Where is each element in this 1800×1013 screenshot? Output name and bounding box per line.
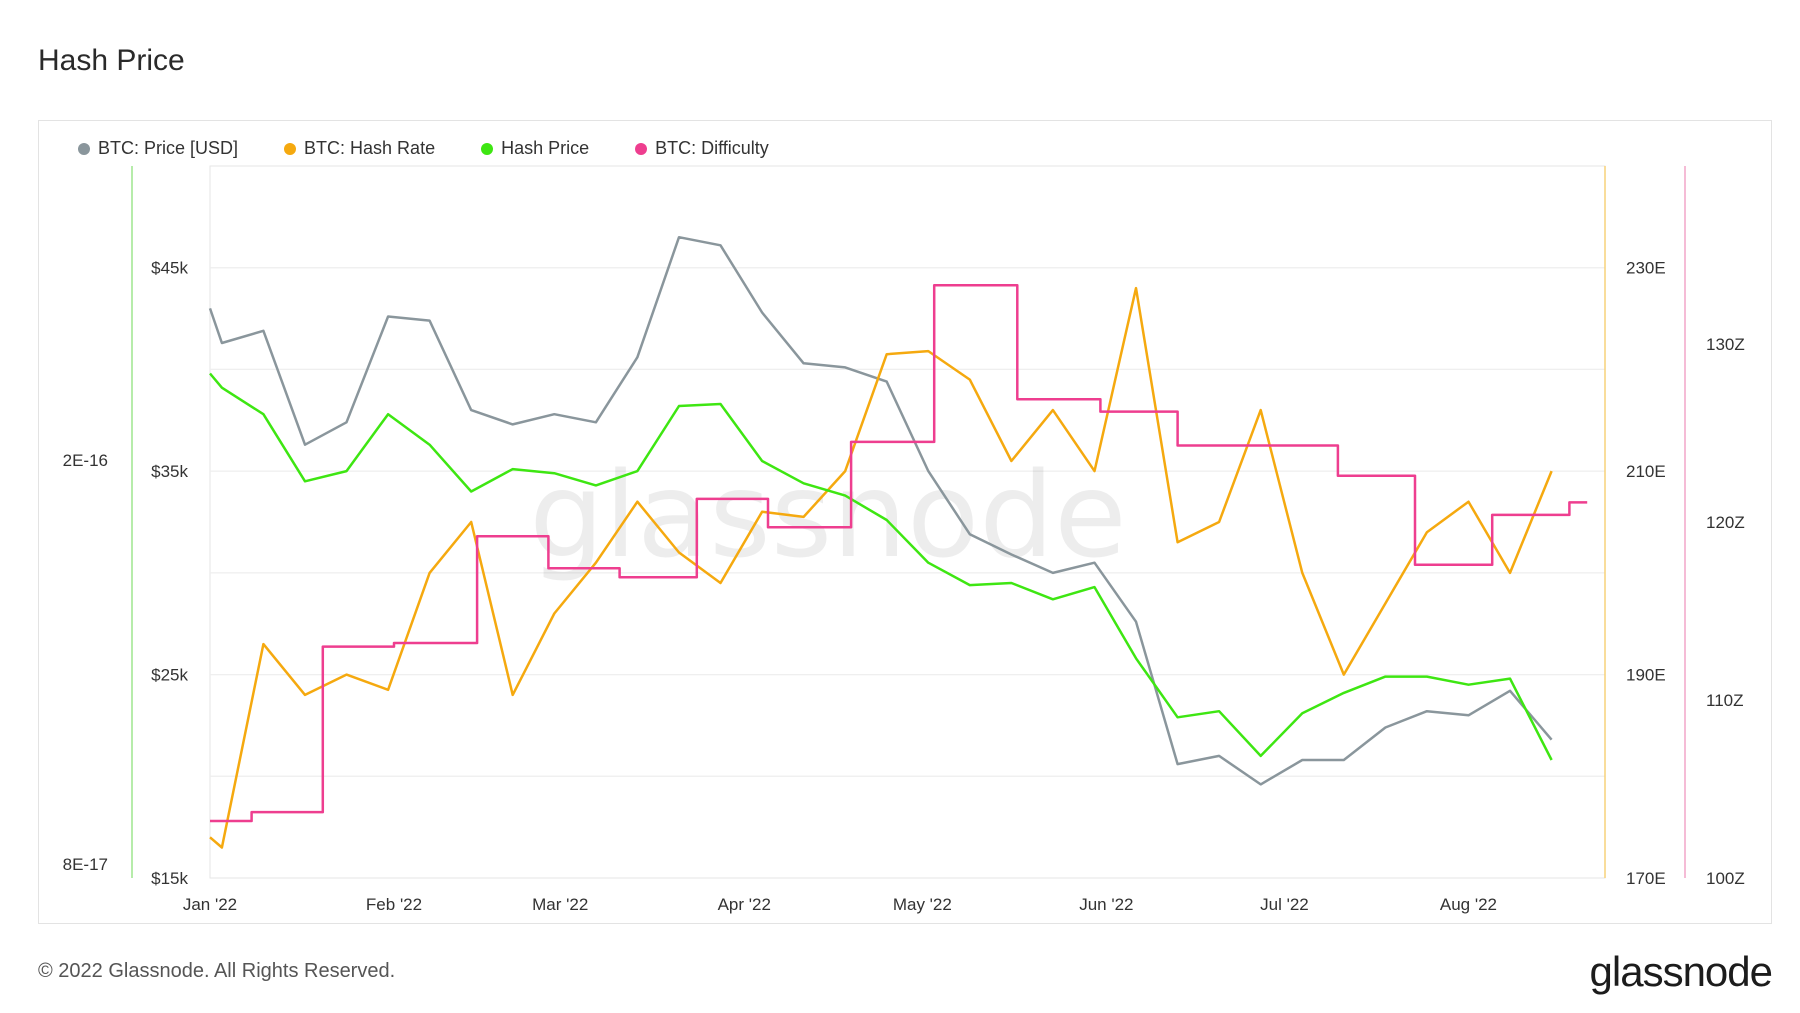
- difficulty-tick-label: 120Z: [1706, 513, 1745, 532]
- legend-label: BTC: Price [USD]: [98, 138, 239, 158]
- legend-dot-hash-rate: [284, 142, 297, 155]
- grid-lines: [209, 165, 1606, 879]
- legend-item-difficulty[interactable]: BTC: Difficulty: [635, 138, 769, 159]
- hash-rate-tick-label: 210E: [1626, 462, 1666, 481]
- legend: BTC: Price [USD] BTC: Hash Rate Hash Pri…: [78, 138, 815, 159]
- price-tick-label: $45k: [151, 259, 188, 278]
- legend-item-hash-rate[interactable]: BTC: Hash Rate: [284, 138, 435, 159]
- tick-labels: Jan '22 Feb '22 Mar '22 Apr '22 May '22 Jun '…: [63, 259, 1745, 914]
- hash-price-tick-label: 2E-16: [63, 451, 108, 470]
- series-line-difficulty: [210, 284, 1588, 823]
- price-tick-label: $15k: [151, 869, 188, 888]
- hash-price-tick-label: 8E-17: [63, 855, 108, 874]
- watermark: glassnode: [529, 446, 1126, 584]
- price-tick-label: $25k: [151, 666, 188, 685]
- legend-label: Hash Price: [501, 138, 590, 158]
- difficulty-tick-label: 100Z: [1706, 869, 1745, 888]
- chart-card: [38, 120, 1772, 924]
- legend-dot-price: [78, 142, 90, 155]
- series-line-hash-price: [209, 372, 1553, 761]
- x-tick-label: Feb '22: [366, 895, 422, 914]
- brand-logo: glassnode: [1589, 948, 1773, 995]
- x-tick-label: Jan '22: [183, 895, 237, 914]
- hash-rate-tick-label: 230E: [1626, 259, 1666, 278]
- legend-item-hash-price[interactable]: Hash Price: [481, 138, 589, 159]
- series-line-hash-rate: [209, 286, 1553, 849]
- hash-rate-tick-label: 170E: [1626, 869, 1666, 888]
- chart-title: Hash Price: [38, 44, 185, 77]
- axes: [131, 166, 1686, 878]
- x-tick-label: May '22: [893, 895, 952, 914]
- legend-label: BTC: Hash Rate: [304, 138, 436, 158]
- x-tick-label: Aug '22: [1440, 895, 1497, 914]
- series-lines: [208, 235, 1588, 849]
- legend-dot-hash-price: [481, 142, 494, 155]
- price-tick-label: $35k: [151, 462, 188, 481]
- difficulty-tick-label: 110Z: [1706, 691, 1744, 710]
- x-tick-label: Mar '22: [532, 895, 588, 914]
- hash-rate-tick-label: 190E: [1626, 666, 1666, 685]
- legend-label: BTC: Difficulty: [655, 138, 769, 158]
- legend-dot-difficulty: [635, 142, 648, 155]
- x-tick-label: Jul '22: [1260, 895, 1309, 914]
- series-line-price: [208, 235, 1553, 786]
- x-tick-label: Jun '22: [1079, 895, 1133, 914]
- legend-item-price[interactable]: BTC: Price [USD]: [78, 138, 238, 159]
- x-tick-label: Apr '22: [718, 895, 771, 914]
- copyright-footer: © 2022 Glassnode. All Rights Reserved.: [38, 960, 396, 982]
- difficulty-tick-label: 130Z: [1706, 335, 1745, 354]
